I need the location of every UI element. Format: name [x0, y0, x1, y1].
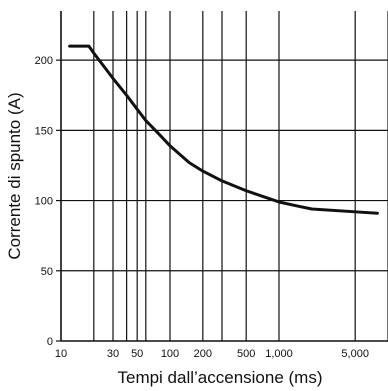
series-layer: [68, 44, 379, 215]
y-tick-label: 100: [35, 196, 53, 208]
x-tick-label: 200: [194, 348, 212, 360]
y-tick-label: 50: [41, 266, 53, 278]
axes: [56, 11, 388, 342]
x-tick-label: 1,000: [265, 348, 293, 360]
y-axis-title: Corrente di spunto (A): [5, 92, 24, 259]
tick-labels: 10 30 50 100 200 500 1,000 5,000 0 50 100 150 200: [35, 55, 369, 360]
x-tick-label: 5,000: [341, 348, 369, 360]
x-tick-label: 30: [107, 348, 119, 360]
x-tick-label: 500: [237, 348, 255, 360]
series-line: [68, 44, 379, 215]
x-tick-label: 100: [161, 348, 179, 360]
x-axis-title: Tempi dall’accensione (ms): [117, 368, 322, 387]
y-tick-label: 200: [35, 55, 53, 67]
plot-background: [61, 11, 388, 341]
y-tick-label: 0: [47, 336, 53, 348]
x-tick-label: 10: [55, 348, 67, 360]
x-tick-label: 50: [131, 348, 143, 360]
grid-lines: [61, 11, 388, 341]
y-tick-label: 150: [35, 125, 53, 137]
